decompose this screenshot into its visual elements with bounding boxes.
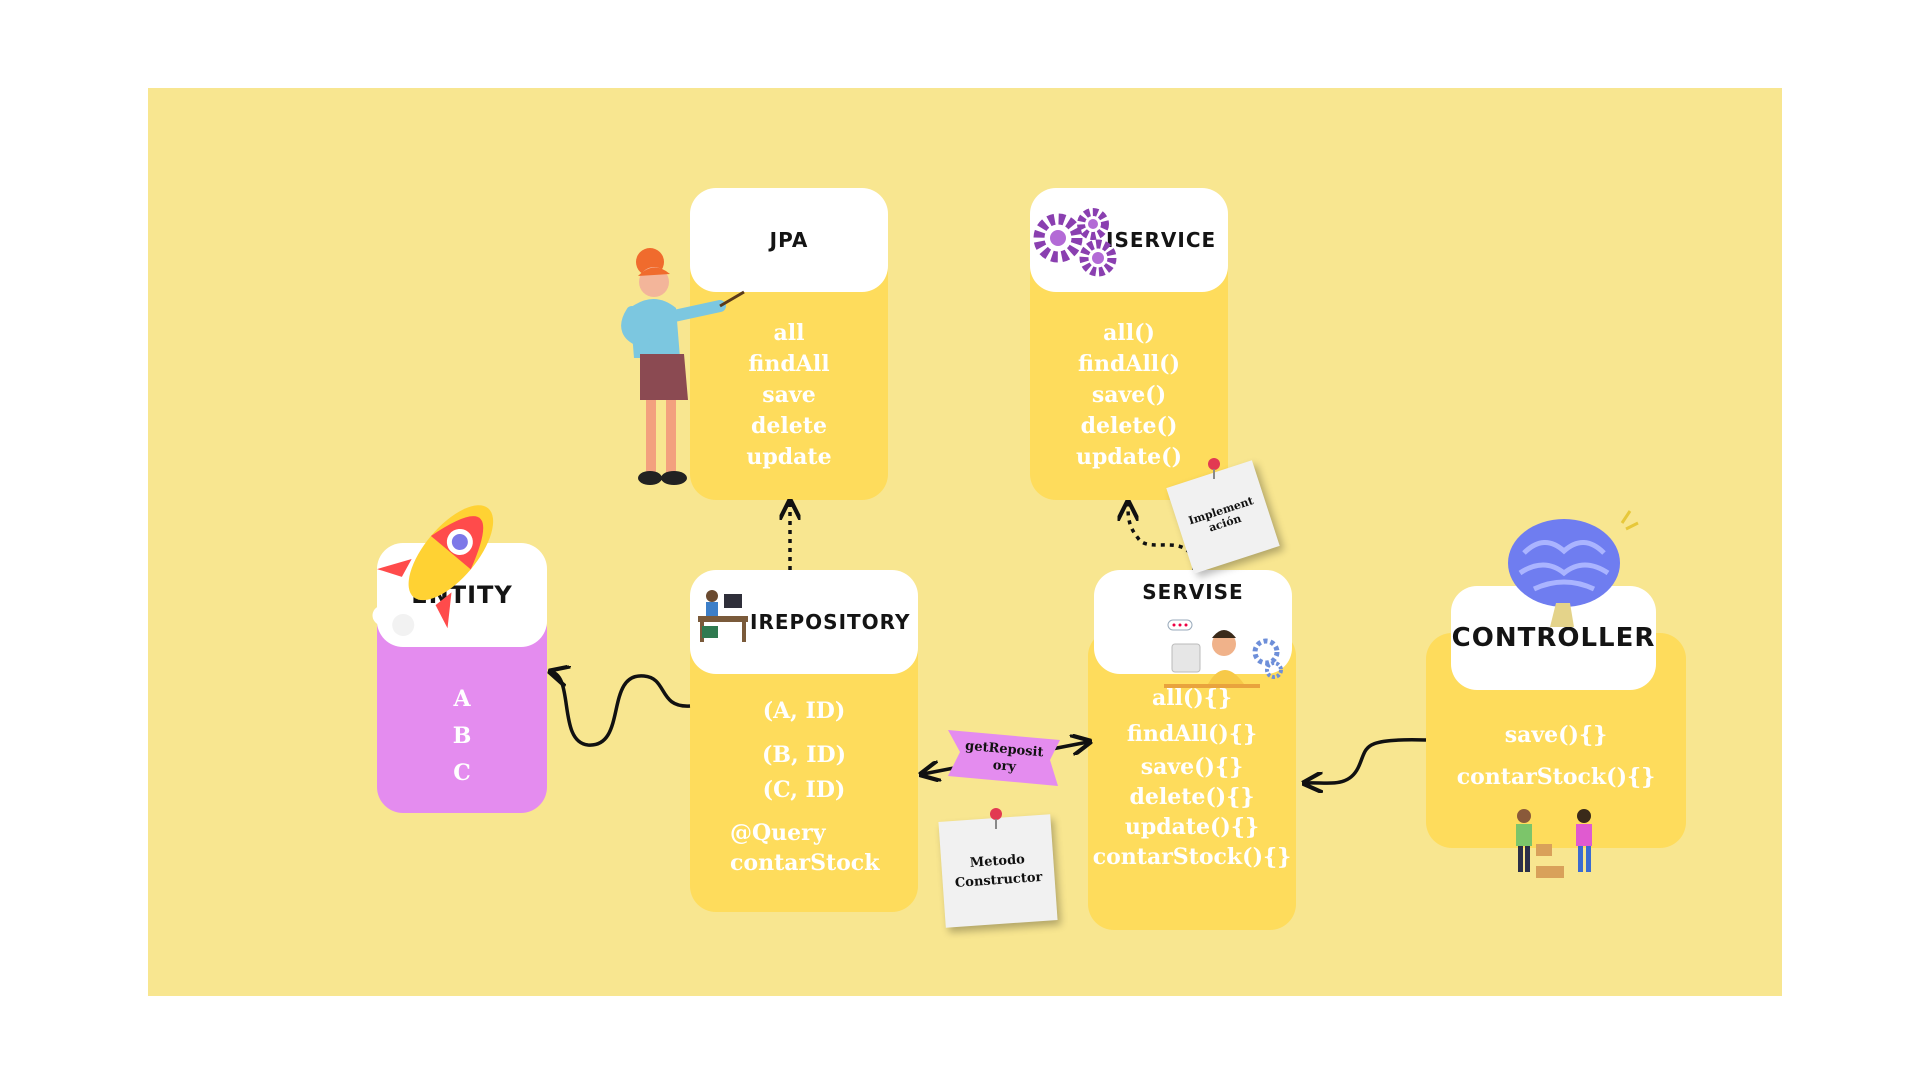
jpa-method-list: all findAll save delete update [690,318,888,473]
ribbon-line-2: ory [992,758,1017,775]
jpa-title: JPA [690,188,888,292]
entity-field: A [453,686,471,712]
method-line: update() [1076,444,1182,470]
repo-line: (A, ID) [762,698,846,724]
method-line: all() [1103,320,1155,346]
servise-card: SERVISE all(){} findAll(){} save(){} del… [1088,570,1296,930]
method-line: all [773,320,805,346]
people-handoff-icon [1516,809,1592,878]
controller-card: CONTROLLER save(){} contarStock(){} [1426,586,1686,848]
entity-field: B [452,723,472,749]
iservice-title-text: ISERVICE [1106,228,1217,252]
method-line: all(){} [1151,685,1233,711]
repo-line: contarStock [730,850,880,876]
iservice-method-list: all() findAll() save() delete() update() [1030,318,1228,473]
servise-method-list: all(){} findAll(){} save(){} delete(){} … [1088,680,1296,872]
connector-layer: getReposit ory [372,208,1639,878]
repository-to-entity-arrow [552,672,691,747]
method-line: delete(){} [1129,784,1255,810]
servise-title-text: SERVISE [1142,580,1244,604]
controller-method-list: save(){} contarStock(){} [1426,714,1686,798]
rocket-icon [372,505,494,636]
ribbon-line-1: getReposit [965,739,1044,761]
method-line: save(){} [1140,754,1244,780]
brain-icon [1508,510,1639,627]
irepository-card: IREPOSITORY (A, ID) (B, ID) (C, ID) @Que… [690,570,918,912]
support-agent-icon [1164,619,1283,688]
method-line: delete [751,413,827,439]
method-line: findAll [748,351,830,377]
method-line: update(){} [1124,814,1260,840]
pin-icon [1208,458,1220,479]
gears-icon [1033,208,1117,277]
get-repository-ribbon [948,730,1060,786]
computer-worker-icon [698,590,748,642]
method-line: delete() [1080,413,1178,439]
method-line: save [762,382,816,408]
method-line: findAll() [1078,351,1180,377]
metodo-constructor-note: Metodo Constructor [938,814,1058,928]
irepository-title-text: IREPOSITORY [750,610,911,634]
entity-field: C [453,760,471,786]
method-line: findAll(){} [1126,721,1258,747]
method-line: contarStock(){} [1092,844,1292,870]
repo-line: (C, ID) [762,777,846,803]
jpa-card: JPA all findAll save delete update [690,188,888,500]
repo-line: (B, ID) [761,742,847,768]
method-line: update [746,444,832,470]
iservice-card: ISERVICE all() findAll() save() delete()… [1030,188,1228,500]
diagram-canvas: JPA all findAll save delete update ISERV… [148,88,1782,996]
teacher-figure [621,248,745,485]
controller-to-servise-arrow [1306,738,1427,783]
pin-icon [990,808,1002,829]
entity-field-list: A B C [377,681,547,792]
method-line: save() [1091,382,1167,408]
repo-line: @Query [730,820,826,846]
method-line: contarStock(){} [1456,764,1656,790]
method-line: save(){} [1504,722,1608,748]
